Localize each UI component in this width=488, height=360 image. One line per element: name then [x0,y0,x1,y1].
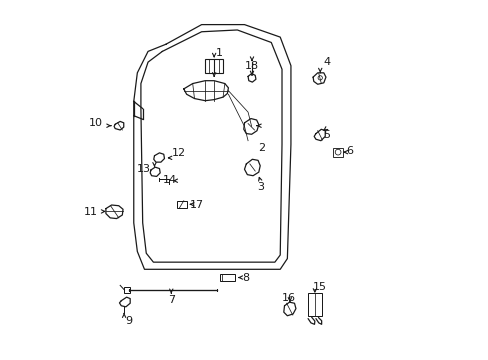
Text: 7: 7 [167,295,175,305]
Text: 5: 5 [323,130,329,140]
Bar [220,274,235,281]
Text: 2: 2 [258,143,264,153]
Text: 18: 18 [245,61,259,71]
Bar [205,59,223,73]
Bar [124,287,130,293]
Bar [307,293,321,316]
Text: 3: 3 [257,182,264,192]
Text: 17: 17 [190,200,204,210]
Bar [176,201,186,208]
Bar [332,148,343,157]
Text: 16: 16 [282,293,296,303]
Text: 10: 10 [89,118,103,128]
Text: 1: 1 [216,48,223,58]
Text: 15: 15 [312,282,326,292]
Text: 11: 11 [84,207,98,217]
Text: 8: 8 [242,273,249,283]
Text: 4: 4 [323,57,329,67]
Text: 6: 6 [346,147,353,157]
Text: 12: 12 [171,148,185,158]
Text: 9: 9 [124,316,132,326]
Text: 14: 14 [162,175,176,185]
Text: 13: 13 [137,164,150,174]
